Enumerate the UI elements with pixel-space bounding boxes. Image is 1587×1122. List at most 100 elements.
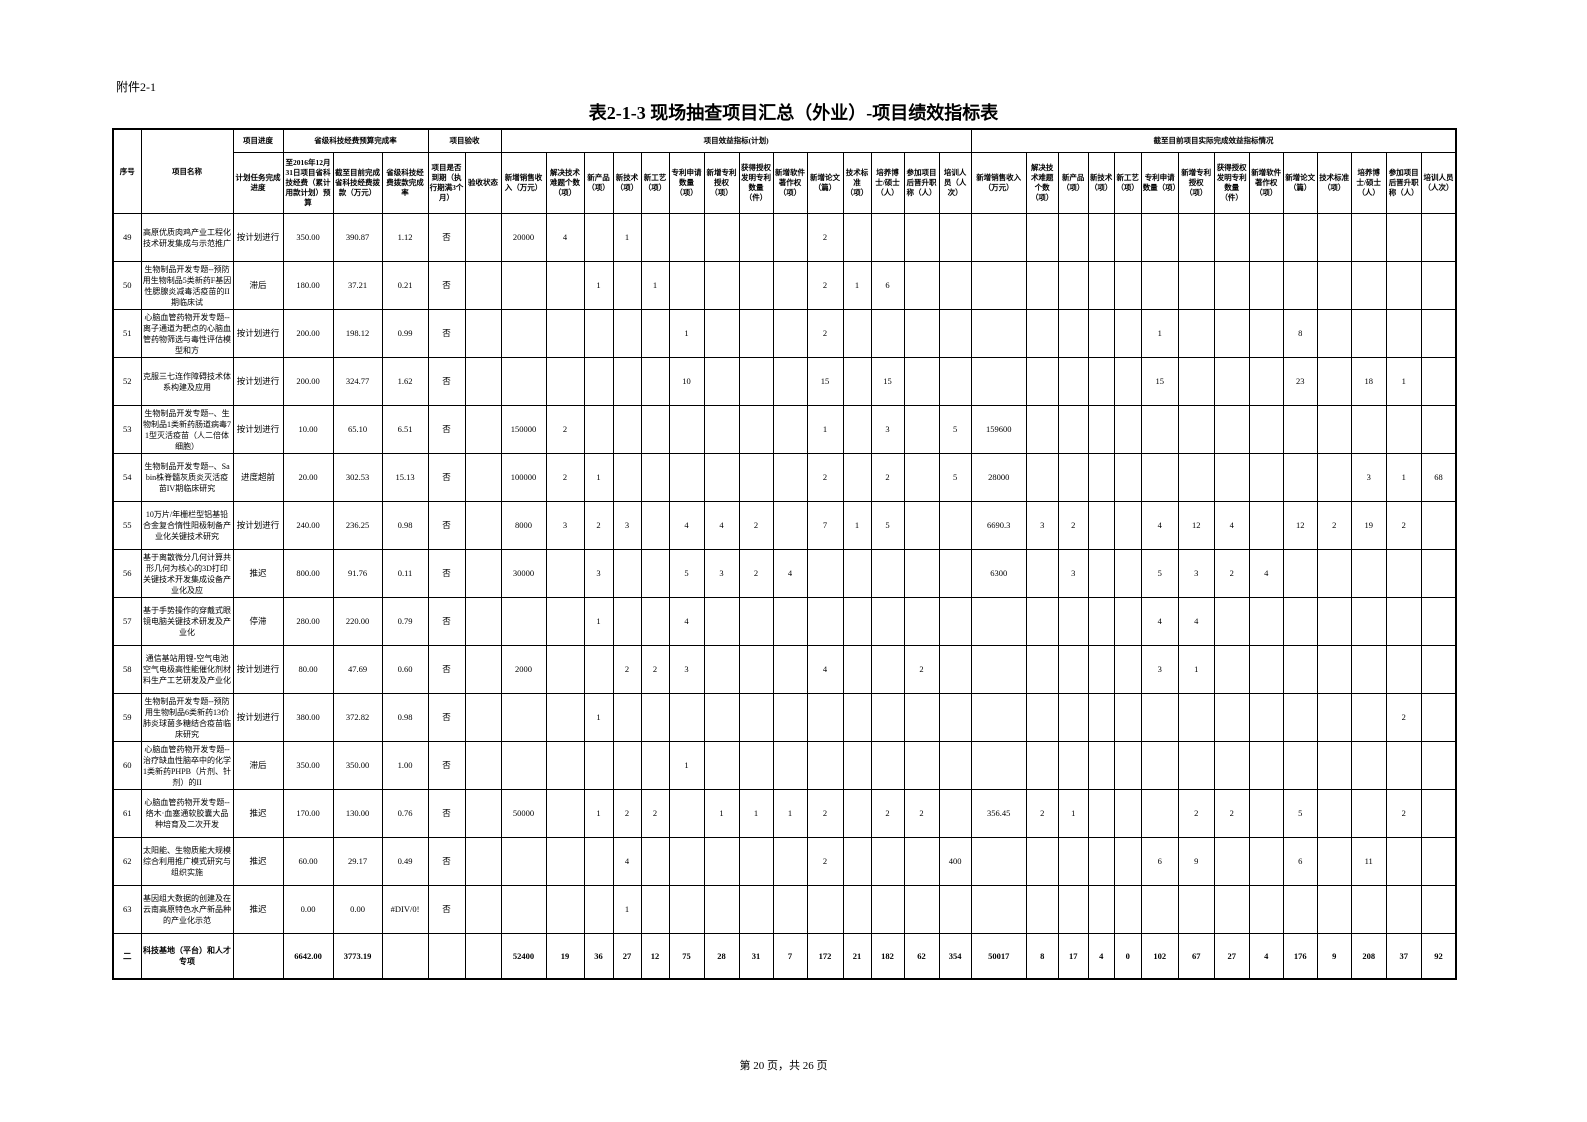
table-cell <box>500 357 547 406</box>
table-cell: 基于手势操作的穿戴式眼镜电脑关键技术研发及产业化 <box>140 597 234 646</box>
table-cell: 10万片/年栅栏型铝基铅合金复合惰性阳极制备产业化关键技术研究 <box>140 501 234 550</box>
table-cell <box>1113 357 1142 406</box>
table-cell: 62 <box>903 933 940 980</box>
table-cell: 2 <box>1316 501 1352 550</box>
table-cell: 236.25 <box>332 501 383 550</box>
column-header: 新增论文（篇） <box>806 152 844 214</box>
table-cell <box>703 597 740 646</box>
table-cell <box>1350 597 1387 646</box>
table-cell <box>640 453 670 502</box>
column-header: 新产品（项） <box>583 152 614 214</box>
table-cell: 28000 <box>970 453 1027 502</box>
table-cell <box>1420 693 1457 742</box>
column-header: 新产品（项） <box>1057 152 1089 214</box>
table-cell <box>583 645 614 694</box>
table-cell: 否 <box>427 261 466 310</box>
table-cell <box>612 549 642 598</box>
table-cell <box>738 837 774 886</box>
table-cell: 3 <box>703 549 740 598</box>
table-cell: 390.87 <box>332 213 383 262</box>
table-cell <box>1113 693 1142 742</box>
table-cell <box>1213 357 1250 406</box>
table-cell <box>464 741 502 790</box>
table-cell: 否 <box>427 741 466 790</box>
table-cell <box>381 933 429 980</box>
table-cell <box>1087 309 1115 358</box>
table-cell <box>1420 405 1457 454</box>
table-cell <box>1213 693 1250 742</box>
table-cell <box>545 741 585 790</box>
table-cell: 54 <box>112 453 142 502</box>
table-cell: 9 <box>1316 933 1352 980</box>
table-cell <box>1177 309 1215 358</box>
table-cell <box>1385 597 1422 646</box>
table-cell <box>903 837 940 886</box>
table-cell: 27 <box>1213 933 1250 980</box>
table-row: 62 太阳能、生物质能大规模综合利用推广模式研究与组织实施 推迟 60.00 29.17… <box>112 837 1457 886</box>
table-cell: 按计划进行 <box>232 693 284 742</box>
table-cell <box>464 549 502 598</box>
column-header: 新增销售收入（万元） <box>970 152 1027 214</box>
table-cell <box>1350 885 1387 934</box>
table-cell <box>772 357 808 406</box>
table-cell <box>545 597 585 646</box>
table-cell <box>938 309 972 358</box>
table-cell <box>1316 453 1352 502</box>
table-cell <box>903 597 940 646</box>
column-header: 新增软件著作权（项） <box>772 152 808 214</box>
table-row: 49 高原优质肉鸡产业工程化技术研发集成与示范推广 按计划进行 350.00 390.8… <box>112 213 1457 262</box>
table-cell <box>612 597 642 646</box>
table-cell <box>1282 549 1318 598</box>
column-header: 新技术（项） <box>612 152 642 214</box>
table-cell <box>1025 549 1059 598</box>
table-cell: 1 <box>612 213 642 262</box>
table-cell: 1 <box>842 501 872 550</box>
table-cell <box>612 693 642 742</box>
table-cell <box>1350 549 1387 598</box>
table-cell: 按计划进行 <box>232 405 284 454</box>
table-cell <box>870 837 905 886</box>
table-cell: 47.69 <box>332 645 383 694</box>
table-cell <box>1420 213 1457 262</box>
table-cell <box>1248 837 1284 886</box>
table-cell <box>1113 549 1142 598</box>
table-cell <box>1140 453 1179 502</box>
table-cell <box>583 357 614 406</box>
group-header: 项目进度 <box>232 128 284 153</box>
table-cell: 1 <box>842 261 872 310</box>
table-cell: 59 <box>112 693 142 742</box>
column-header: 新工艺（项） <box>640 152 670 214</box>
table-cell: 1 <box>583 261 614 310</box>
table-cell: 92 <box>1420 933 1457 980</box>
table-cell <box>668 885 705 934</box>
table-cell: 21 <box>842 933 872 980</box>
table-cell: 240.00 <box>282 501 334 550</box>
table-cell: 否 <box>427 837 466 886</box>
column-header: 验收状态 <box>464 152 502 214</box>
column-header: 新增销售收入（万元） <box>500 152 547 214</box>
table-cell <box>1177 213 1215 262</box>
table-cell <box>772 837 808 886</box>
table-cell: 推迟 <box>232 549 284 598</box>
table-cell: 4 <box>1140 597 1179 646</box>
table-cell <box>1248 693 1284 742</box>
table-cell <box>703 357 740 406</box>
table-cell <box>1177 741 1215 790</box>
table-cell <box>842 549 872 598</box>
table-cell <box>612 357 642 406</box>
table-cell <box>640 405 670 454</box>
table-cell <box>500 261 547 310</box>
column-header: 项目是否到期（执行期满3个月） <box>427 152 466 214</box>
table-cell: 5 <box>938 453 972 502</box>
table-cell <box>1087 549 1115 598</box>
table-cell: 7 <box>806 501 844 550</box>
table-cell <box>1385 405 1422 454</box>
table-cell: 7 <box>772 933 808 980</box>
table-cell <box>464 837 502 886</box>
column-header: 参加项目后晋升职称（人） <box>1385 152 1422 214</box>
table-cell: 19 <box>1350 501 1387 550</box>
table-cell <box>1282 213 1318 262</box>
table-cell <box>1350 213 1387 262</box>
table-cell: 停滞 <box>232 597 284 646</box>
